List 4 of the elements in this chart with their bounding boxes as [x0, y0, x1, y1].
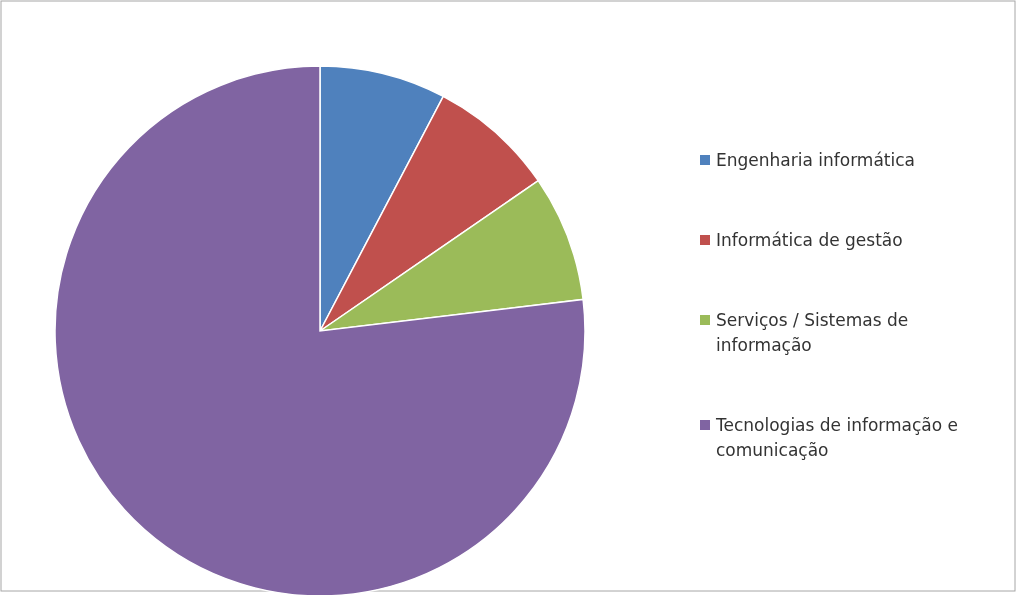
legend-label: Serviços / Sistemas de informação: [716, 310, 909, 355]
legend-label: Informática de gestão: [716, 230, 903, 250]
legend-label: Engenharia informática: [716, 150, 915, 170]
legend-label: Tecnologias de informação e comunicação: [715, 415, 959, 460]
